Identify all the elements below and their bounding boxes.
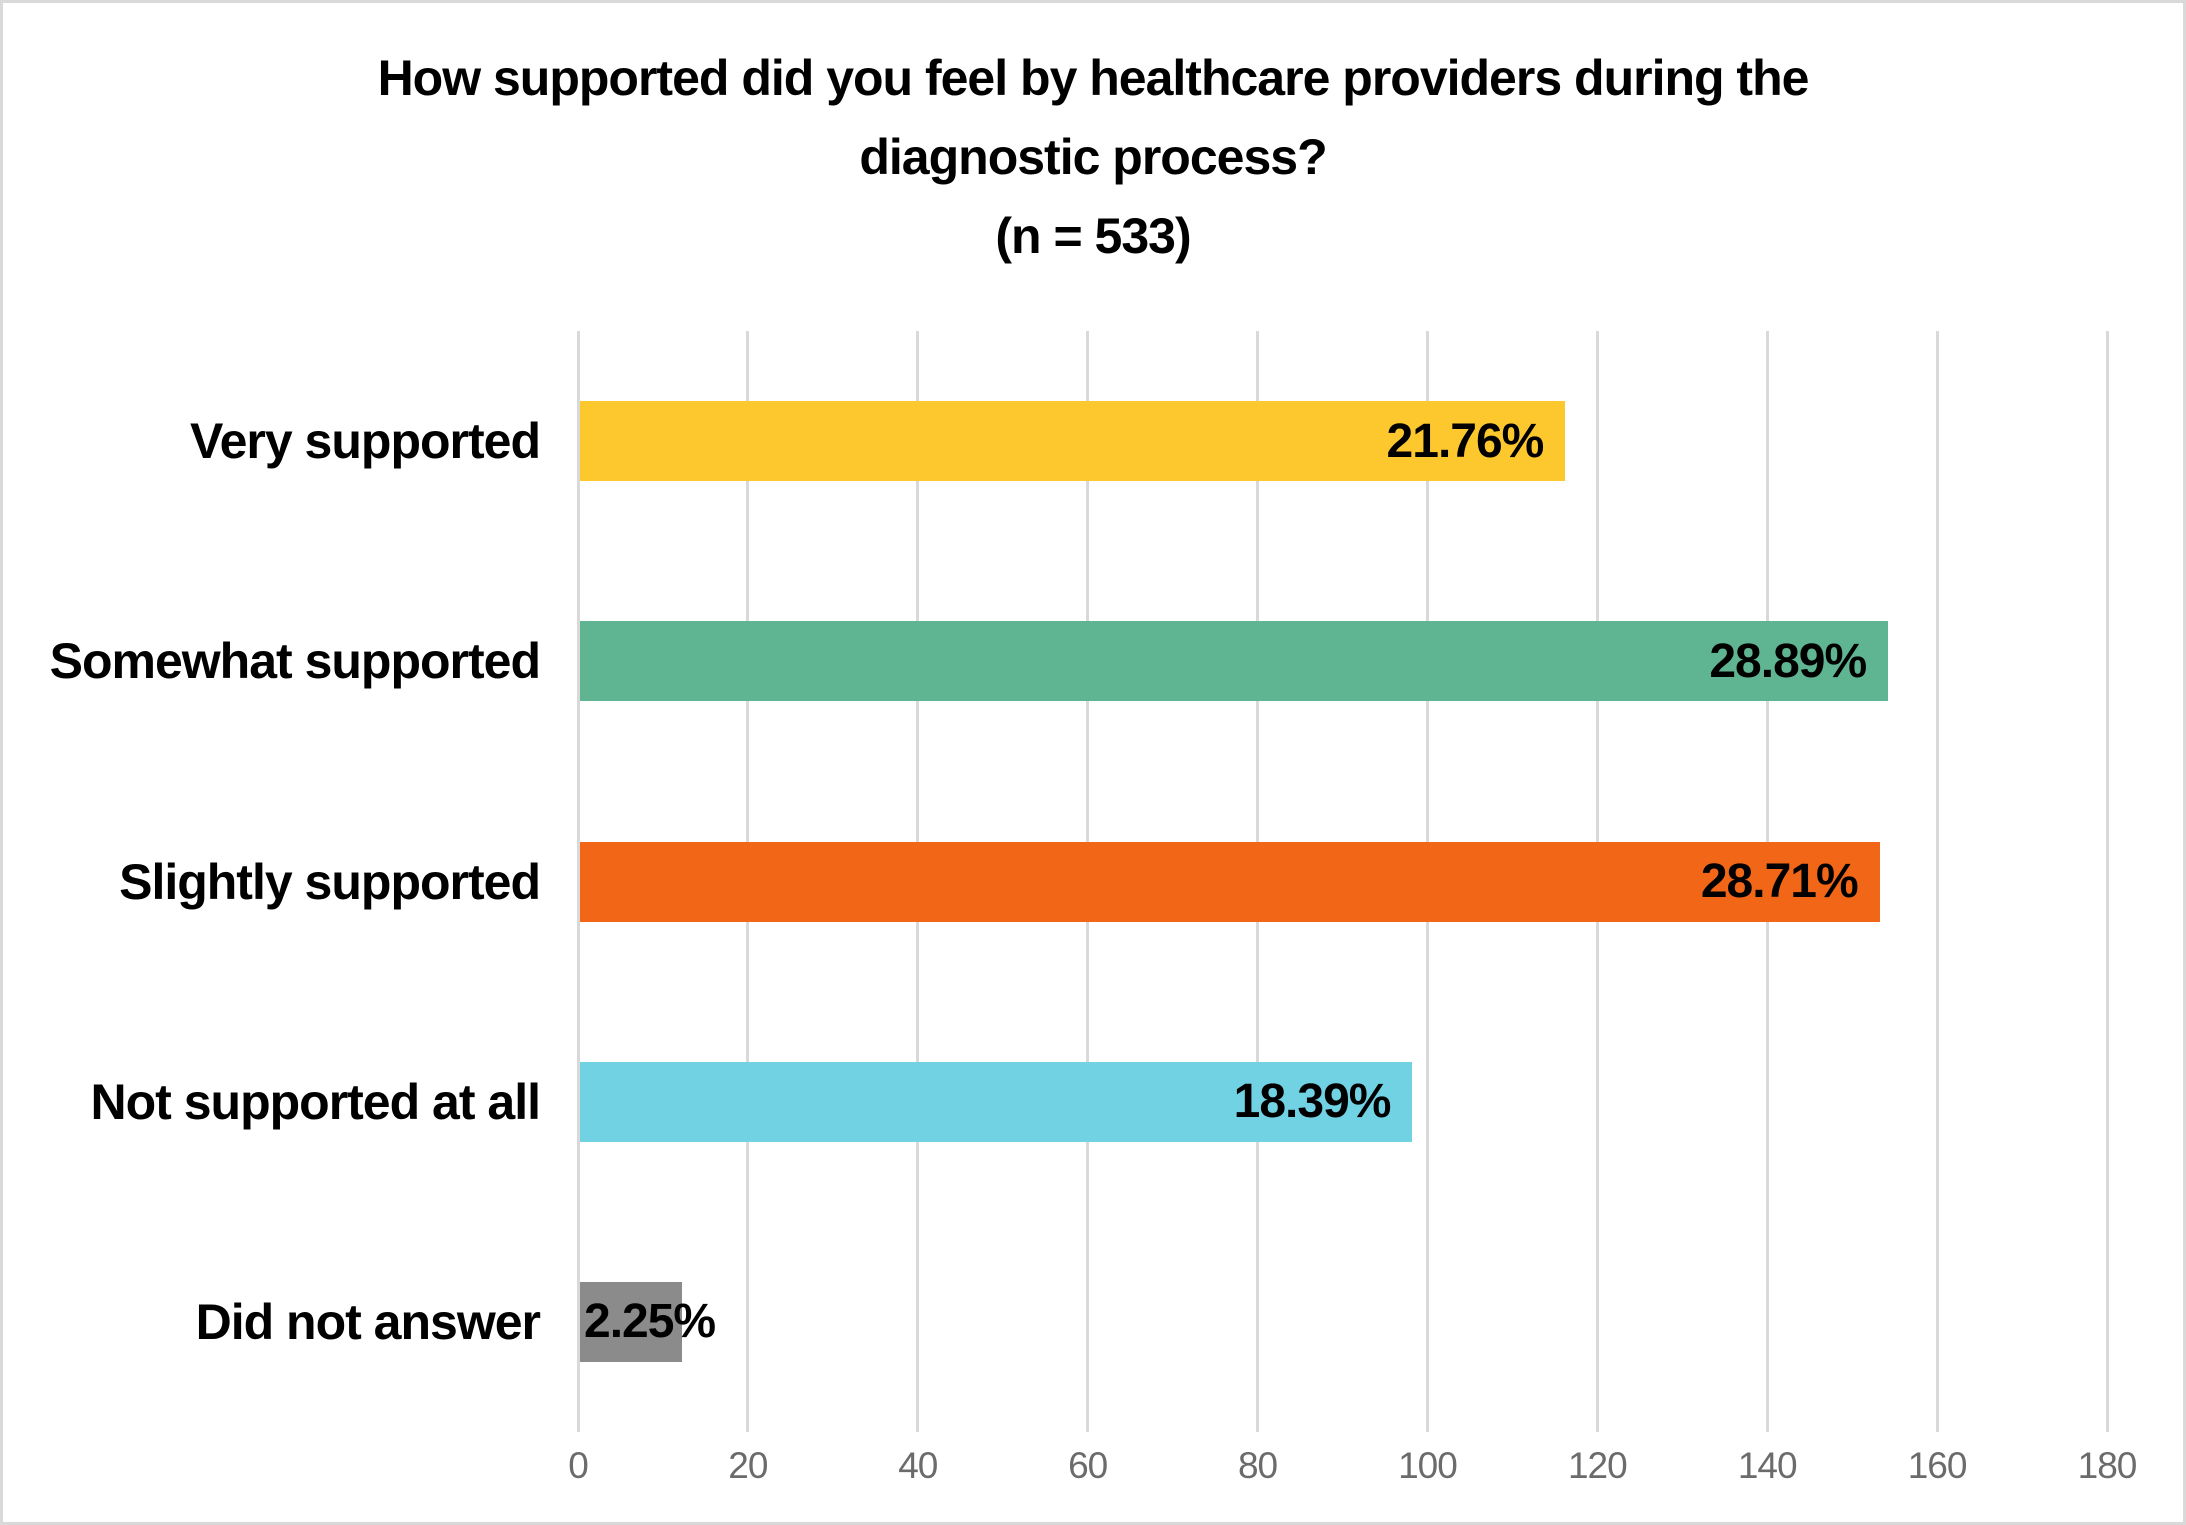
category-label-somewhat-supported: Somewhat supported [49,633,541,690]
category-label-not-supported-at-all: Not supported at all [90,1073,541,1130]
x-tick-label-160: 160 [1907,1445,1968,1486]
category-label-slightly-supported: Slightly supported [119,853,541,910]
x-tick-label-140: 140 [1737,1445,1798,1486]
bar-slightly-supported [580,841,1880,922]
bar-somewhat-supported [580,621,1889,702]
bar-not-supported-at-all [580,1061,1413,1142]
chart-title-line-2: diagnostic process? [859,129,1327,185]
gridline-x-180 [2105,331,2109,1432]
category-label-very-supported: Very supported [190,413,541,470]
value-label-very-supported: 21.76% [1386,414,1545,468]
gridline-x-0 [576,331,580,1432]
chart-subtitle: (n = 533) [995,208,1191,264]
x-tick-label-60: 60 [1068,1445,1108,1486]
value-label-slightly-supported: 28.71% [1700,855,1859,908]
value-label-somewhat-supported: 28.89% [1709,634,1867,688]
x-tick-label-120: 120 [1567,1445,1628,1486]
category-label-did-not-answer: Did not answer [195,1293,541,1350]
value-label-did-not-answer: 2.25% [584,1295,716,1349]
gridline-x-160 [1935,331,1939,1432]
x-tick-label-100: 100 [1398,1445,1458,1486]
x-tick-label-20: 20 [728,1445,768,1486]
chart-title-block: How supported did you feel by healthcare… [3,39,2183,276]
bar-did-not-answer [580,1281,682,1362]
value-label-not-supported-at-all: 18.39% [1233,1075,1392,1129]
x-tick-label-40: 40 [898,1445,938,1486]
bar-very-supported [580,401,1566,482]
x-tick-label-0: 0 [568,1445,589,1486]
x-tick-label-180: 180 [2077,1445,2138,1486]
chart-title-line-1: How supported did you feel by healthcare… [377,50,1810,106]
x-tick-label-80: 80 [1237,1445,1278,1486]
